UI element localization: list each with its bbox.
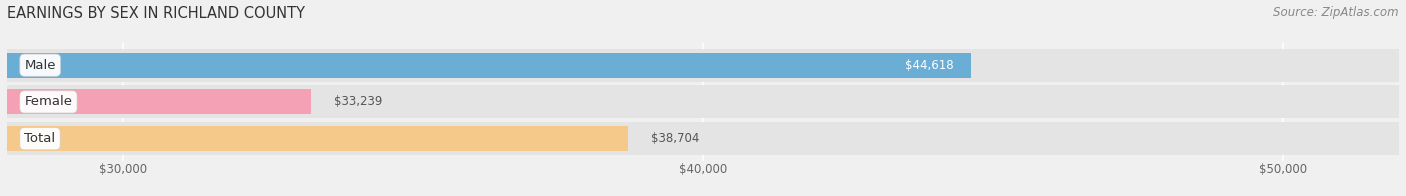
Text: $44,618: $44,618 (905, 59, 953, 72)
Bar (7, 126, 628, 151)
Text: EARNINGS BY SEX IN RICHLAND COUNTY: EARNINGS BY SEX IN RICHLAND COUNTY (7, 6, 305, 21)
Text: $38,704: $38,704 (651, 132, 699, 145)
Bar (7, 49, 1399, 82)
Text: Total: Total (24, 132, 56, 145)
Bar (7, 122, 1399, 155)
Text: Source: ZipAtlas.com: Source: ZipAtlas.com (1274, 6, 1399, 19)
Bar (7, 85, 1399, 118)
Text: $33,239: $33,239 (335, 95, 382, 108)
Text: Male: Male (24, 59, 56, 72)
Bar (7, 53, 970, 78)
Text: Female: Female (24, 95, 73, 108)
Bar (7, 89, 311, 114)
